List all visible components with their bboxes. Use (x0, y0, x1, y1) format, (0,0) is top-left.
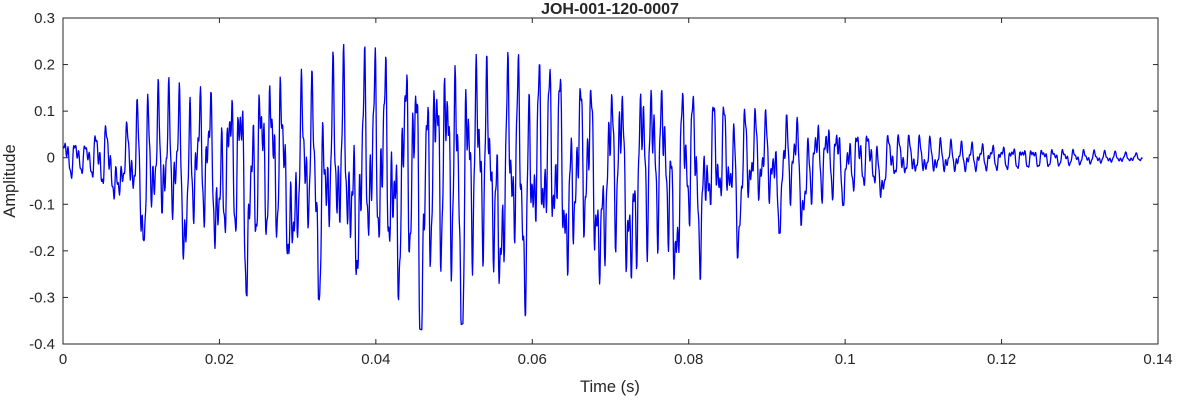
x-tick-label: 0 (59, 351, 67, 368)
y-tick-label: -0.1 (29, 196, 55, 213)
x-tick-label: 0.12 (987, 351, 1016, 368)
y-tick-label: -0.4 (29, 336, 55, 353)
axes (62, 17, 1159, 345)
y-tick-label: 0.1 (34, 103, 55, 120)
tick-labels: 0 0.02 0.04 0.06 0.08 0.1 0.12 0.14 -0.4 -0.3 -0.2… (29, 10, 1172, 368)
x-axis-label: Time (s) (580, 378, 640, 396)
y-tick-label: 0.3 (34, 10, 55, 27)
x-tick-label: 0.06 (518, 351, 547, 368)
chart-title: JOH-001-120-0007 (541, 1, 679, 18)
x-tick-label: 0.08 (674, 351, 703, 368)
x-tick-label: 0.02 (205, 351, 234, 368)
y-axis-label: Amplitude (1, 144, 19, 217)
y-tick-label: -0.2 (29, 243, 55, 260)
y-tick-label: -0.3 (29, 289, 55, 306)
y-tick-label: 0 (47, 150, 55, 167)
x-tick-label: 0.14 (1143, 351, 1172, 368)
x-tick-label: 0.1 (835, 351, 856, 368)
x-tick-label: 0.04 (361, 351, 390, 368)
y-tick-label: 0.2 (34, 57, 55, 74)
waveform-line (63, 43, 1143, 331)
